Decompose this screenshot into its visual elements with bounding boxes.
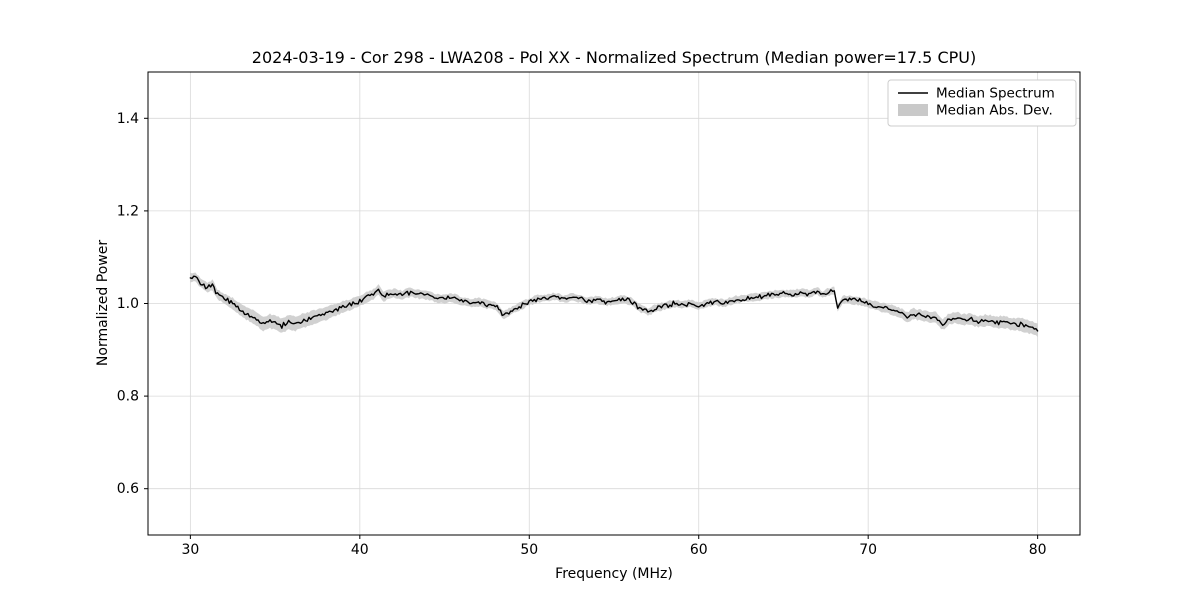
legend-band-swatch [898,104,928,116]
x-tick-label: 50 [520,542,538,558]
y-tick-label: 0.6 [117,481,139,497]
spectrum-line-layer [189,275,1039,332]
y-tick-label: 0.8 [117,389,139,405]
y-axis-label: Normalized Power [95,240,111,366]
axes-spines [147,71,1081,536]
x-tick-label: 40 [351,542,369,558]
y-tick-label: 1.0 [117,296,139,312]
y-tick-label: 1.4 [117,111,139,127]
x-tick-label: 80 [1029,542,1047,558]
chart-title: 2024-03-19 - Cor 298 - LWA208 - Pol XX -… [252,48,976,67]
x-tick-label: 60 [690,542,708,558]
x-tick-label: 70 [859,542,877,558]
mad-band [190,272,1038,337]
y-tick-label: 1.2 [117,203,139,219]
spectrum-line [189,275,1039,332]
legend-box [887,79,1077,127]
tick-layer: 30 40 50 60 70 80 0.6 0.8 1.0 1.2 1.4 [117,111,1047,558]
x-axis-label: Frequency (MHz) [555,566,673,582]
legend-label-median-abs-dev: Median Abs. Dev. [936,103,1053,119]
x-tick-label: 30 [181,542,199,558]
legend-label-median-spectrum: Median Spectrum [936,86,1055,102]
mad-band-layer [190,272,1038,337]
legend: Median Spectrum Median Abs. Dev. [887,79,1077,127]
